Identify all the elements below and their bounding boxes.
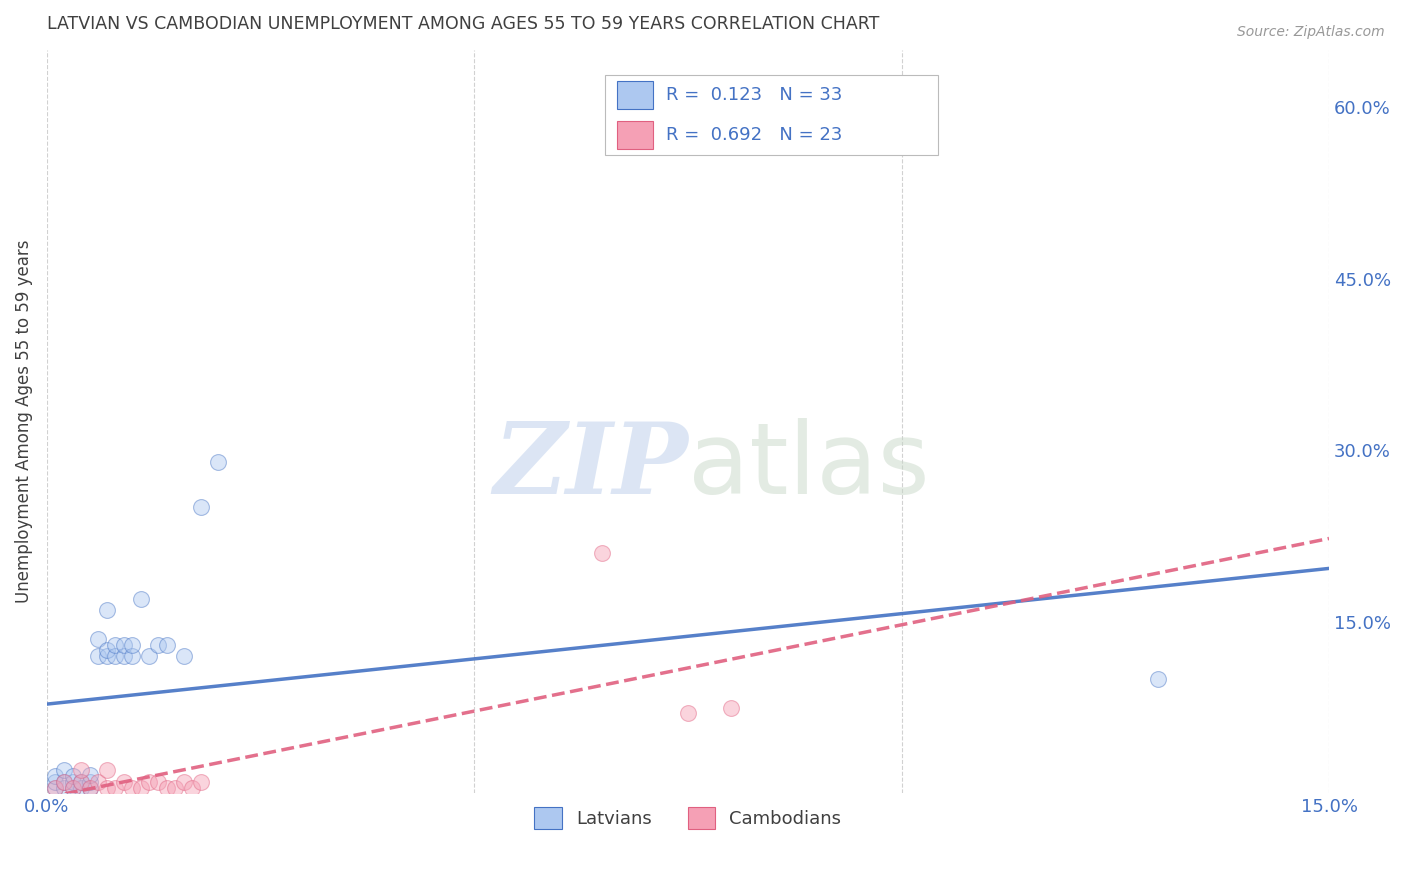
Point bbox=[62, 780, 84, 795]
Point bbox=[173, 649, 195, 664]
Point bbox=[44, 780, 66, 795]
Point bbox=[62, 780, 84, 795]
Point bbox=[592, 546, 614, 560]
Point bbox=[104, 638, 127, 652]
Point bbox=[112, 638, 135, 652]
Point bbox=[44, 769, 66, 783]
Point bbox=[146, 775, 169, 789]
Point bbox=[70, 780, 93, 795]
Point bbox=[121, 638, 143, 652]
Point bbox=[1147, 672, 1170, 686]
Point bbox=[79, 775, 101, 789]
Point bbox=[720, 700, 742, 714]
Point bbox=[96, 649, 118, 664]
Point bbox=[121, 649, 143, 664]
FancyBboxPatch shape bbox=[617, 81, 654, 110]
Point bbox=[70, 775, 93, 789]
Point bbox=[79, 780, 101, 795]
Point bbox=[676, 706, 699, 721]
Text: Source: ZipAtlas.com: Source: ZipAtlas.com bbox=[1237, 25, 1385, 39]
Text: ZIP: ZIP bbox=[494, 418, 688, 515]
Point bbox=[155, 638, 177, 652]
Point bbox=[138, 775, 160, 789]
Point bbox=[53, 775, 76, 789]
Point bbox=[87, 632, 110, 646]
Point bbox=[112, 649, 135, 664]
Point bbox=[96, 780, 118, 795]
FancyBboxPatch shape bbox=[617, 121, 654, 150]
Point bbox=[173, 775, 195, 789]
Point bbox=[112, 775, 135, 789]
Point bbox=[129, 780, 152, 795]
Point bbox=[53, 775, 76, 789]
Y-axis label: Unemployment Among Ages 55 to 59 years: Unemployment Among Ages 55 to 59 years bbox=[15, 240, 32, 603]
Text: atlas: atlas bbox=[688, 417, 929, 515]
Text: R =  0.123   N = 33: R = 0.123 N = 33 bbox=[666, 87, 842, 104]
Point bbox=[44, 775, 66, 789]
Point bbox=[70, 775, 93, 789]
Point bbox=[190, 500, 212, 515]
Point bbox=[62, 769, 84, 783]
Point bbox=[104, 649, 127, 664]
Point bbox=[96, 603, 118, 617]
Point bbox=[129, 591, 152, 606]
Text: R =  0.692   N = 23: R = 0.692 N = 23 bbox=[666, 127, 842, 145]
Point bbox=[104, 780, 127, 795]
Point bbox=[190, 775, 212, 789]
Point bbox=[207, 455, 229, 469]
Point bbox=[96, 643, 118, 657]
Text: LATVIAN VS CAMBODIAN UNEMPLOYMENT AMONG AGES 55 TO 59 YEARS CORRELATION CHART: LATVIAN VS CAMBODIAN UNEMPLOYMENT AMONG … bbox=[46, 15, 879, 33]
Point bbox=[44, 780, 66, 795]
Legend: Latvians, Cambodians: Latvians, Cambodians bbox=[527, 800, 849, 837]
Point bbox=[181, 780, 204, 795]
Point bbox=[62, 775, 84, 789]
Point bbox=[70, 764, 93, 778]
Point bbox=[138, 649, 160, 664]
Point bbox=[87, 775, 110, 789]
FancyBboxPatch shape bbox=[605, 75, 938, 155]
Point bbox=[155, 780, 177, 795]
Point bbox=[53, 764, 76, 778]
Point bbox=[146, 638, 169, 652]
Point bbox=[96, 764, 118, 778]
Point bbox=[121, 780, 143, 795]
Point bbox=[79, 768, 101, 782]
Point bbox=[165, 780, 187, 795]
Point bbox=[79, 780, 101, 795]
Point bbox=[87, 649, 110, 664]
Point bbox=[53, 780, 76, 795]
